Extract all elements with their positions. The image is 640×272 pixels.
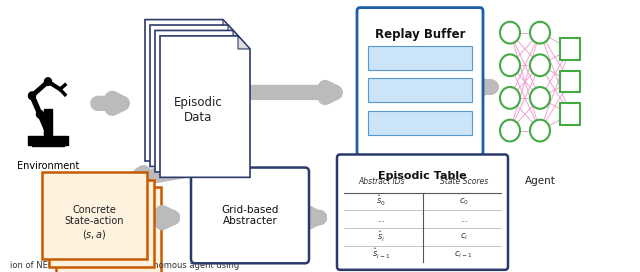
FancyBboxPatch shape bbox=[368, 78, 472, 102]
Circle shape bbox=[45, 78, 51, 85]
Text: ion of NECSA. We denote the autonomous agent using: ion of NECSA. We denote the autonomous a… bbox=[10, 261, 239, 270]
FancyBboxPatch shape bbox=[49, 180, 154, 267]
Text: $\hat{s}_0$: $\hat{s}_0$ bbox=[376, 194, 386, 208]
Polygon shape bbox=[145, 20, 235, 161]
Text: Concrete
State-action
$(s,a)$: Concrete State-action $(s,a)$ bbox=[65, 205, 124, 241]
Polygon shape bbox=[155, 30, 245, 172]
FancyBboxPatch shape bbox=[357, 8, 483, 156]
Circle shape bbox=[500, 54, 520, 76]
Polygon shape bbox=[150, 25, 240, 166]
Polygon shape bbox=[223, 20, 235, 33]
Text: $\hat{s}_{i-1}$: $\hat{s}_{i-1}$ bbox=[372, 248, 390, 261]
FancyBboxPatch shape bbox=[368, 46, 472, 70]
Text: $\hat{s}_i$: $\hat{s}_i$ bbox=[377, 230, 385, 244]
Polygon shape bbox=[238, 36, 250, 49]
Circle shape bbox=[45, 129, 51, 137]
Text: ...: ... bbox=[378, 215, 385, 224]
Circle shape bbox=[530, 87, 550, 109]
Text: Episodic Table: Episodic Table bbox=[378, 171, 467, 181]
Text: Grid-based
Abstracter: Grid-based Abstracter bbox=[221, 205, 278, 226]
Polygon shape bbox=[228, 25, 240, 38]
Circle shape bbox=[530, 54, 550, 76]
FancyBboxPatch shape bbox=[560, 103, 580, 125]
Circle shape bbox=[500, 22, 520, 44]
FancyBboxPatch shape bbox=[368, 111, 472, 135]
Text: $c_i$: $c_i$ bbox=[460, 231, 468, 242]
Bar bbox=[44, 109, 52, 139]
Text: Replay Buffer: Replay Buffer bbox=[375, 28, 465, 41]
Text: Episodic
Data: Episodic Data bbox=[173, 96, 222, 124]
Text: State Scores: State Scores bbox=[440, 177, 488, 186]
Polygon shape bbox=[160, 36, 250, 177]
Circle shape bbox=[530, 120, 550, 141]
Text: Agent: Agent bbox=[525, 176, 556, 186]
FancyBboxPatch shape bbox=[337, 154, 508, 270]
Bar bbox=[32, 139, 64, 146]
Text: ...: ... bbox=[460, 215, 468, 224]
Text: Environment: Environment bbox=[17, 161, 79, 171]
FancyBboxPatch shape bbox=[560, 71, 580, 92]
Circle shape bbox=[500, 87, 520, 109]
Polygon shape bbox=[233, 30, 245, 44]
FancyBboxPatch shape bbox=[560, 38, 580, 60]
Text: $c_0$: $c_0$ bbox=[459, 196, 468, 207]
Circle shape bbox=[29, 92, 35, 100]
Circle shape bbox=[500, 120, 520, 141]
Bar bbox=[28, 136, 68, 145]
FancyBboxPatch shape bbox=[56, 187, 161, 272]
Circle shape bbox=[530, 22, 550, 44]
Circle shape bbox=[36, 110, 44, 118]
FancyBboxPatch shape bbox=[191, 168, 309, 263]
FancyBboxPatch shape bbox=[42, 172, 147, 259]
Text: Abstract IDs: Abstract IDs bbox=[358, 177, 404, 186]
Text: $c_{i-1}$: $c_{i-1}$ bbox=[454, 249, 473, 260]
